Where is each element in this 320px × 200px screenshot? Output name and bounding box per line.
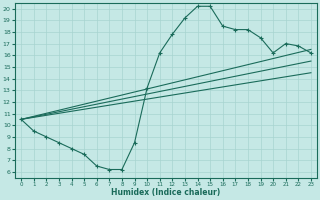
X-axis label: Humidex (Indice chaleur): Humidex (Indice chaleur)	[111, 188, 221, 197]
